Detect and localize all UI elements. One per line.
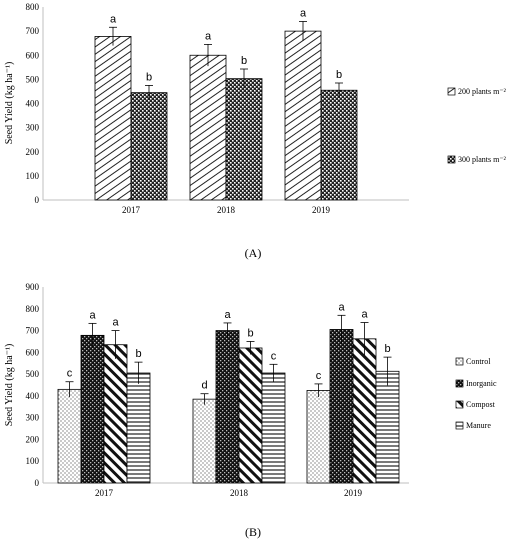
bar (57, 388, 82, 484)
x-tick-label: 2018 (217, 205, 236, 215)
y-tick-label: 300 (26, 413, 40, 423)
legend-swatch (455, 357, 464, 366)
significance-letter: c (271, 350, 277, 362)
bar (375, 370, 400, 484)
legend-label: 300 plants m⁻² (458, 155, 507, 164)
y-axis-label: Seed Yield (kg ha⁻¹) (4, 344, 15, 427)
y-axis-label: Seed Yield (kg ha⁻¹) (4, 62, 15, 145)
bar (80, 334, 105, 484)
y-tick-label: 700 (26, 326, 40, 336)
legend-swatch (455, 379, 464, 388)
legend-label: 200 plants m⁻² (458, 87, 507, 96)
bar (261, 372, 286, 484)
y-tick-label: 600 (26, 50, 40, 60)
y-tick-label: 400 (26, 99, 40, 109)
bar (94, 36, 132, 201)
bar (130, 92, 168, 201)
bar (352, 338, 377, 484)
y-tick-label: 400 (26, 391, 40, 401)
y-tick-label: 200 (26, 147, 40, 157)
legend-swatch (455, 400, 464, 409)
y-tick-label: 300 (26, 123, 40, 133)
significance-letter: c (316, 370, 322, 382)
significance-letter: c (67, 368, 73, 380)
significance-letter: b (384, 343, 390, 355)
significance-letter: a (300, 7, 307, 19)
x-tick-label: 2018 (230, 488, 249, 498)
y-tick-label: 0 (35, 195, 40, 205)
panel-label: (B) (245, 525, 261, 539)
chart-panel-a (42, 7, 456, 201)
bar (192, 398, 217, 484)
y-tick-label: 100 (26, 456, 40, 466)
bar (320, 89, 358, 201)
y-tick-label: 700 (26, 26, 40, 36)
y-tick-label: 200 (26, 434, 40, 444)
y-tick-label: 500 (26, 74, 40, 84)
y-tick-label: 0 (35, 478, 40, 488)
x-tick-label: 2019 (344, 488, 363, 498)
y-tick-label: 500 (26, 369, 40, 379)
y-tick-label: 800 (26, 2, 40, 12)
significance-letter: a (205, 30, 212, 42)
bar (126, 372, 151, 484)
significance-letter: b (241, 55, 247, 67)
legend-label: Inorganic (466, 379, 497, 388)
legend-label: Compost (466, 400, 496, 409)
y-tick-label: 900 (26, 282, 40, 292)
significance-letter: a (112, 317, 119, 329)
bar (103, 344, 128, 484)
significance-letter: b (135, 348, 141, 360)
significance-letter: b (146, 71, 152, 83)
bar (238, 347, 263, 484)
bar (189, 54, 227, 201)
x-tick-label: 2017 (95, 488, 114, 498)
legend-swatch (447, 87, 456, 96)
legend-swatch (447, 155, 456, 164)
bar (284, 30, 322, 201)
bar (329, 329, 354, 484)
legend-swatch (455, 421, 464, 430)
chart-panel-b (42, 287, 464, 484)
significance-letter: a (110, 13, 117, 25)
y-tick-label: 100 (26, 171, 40, 181)
legend-label: Control (466, 357, 491, 366)
significance-letter: a (89, 309, 96, 321)
significance-letter: d (201, 380, 207, 392)
bar (215, 330, 240, 484)
x-tick-label: 2019 (312, 205, 331, 215)
y-tick-label: 600 (26, 347, 40, 357)
legend-label: Manure (466, 421, 491, 430)
significance-letter: a (338, 301, 345, 313)
significance-letter: a (224, 309, 231, 321)
significance-letter: a (361, 308, 368, 320)
y-tick-label: 800 (26, 304, 40, 314)
x-tick-label: 2017 (122, 205, 141, 215)
bar (306, 390, 331, 484)
significance-letter: b (247, 327, 253, 339)
significance-letter: b (336, 69, 342, 81)
panel-label: (A) (245, 246, 262, 260)
bar (225, 78, 263, 201)
